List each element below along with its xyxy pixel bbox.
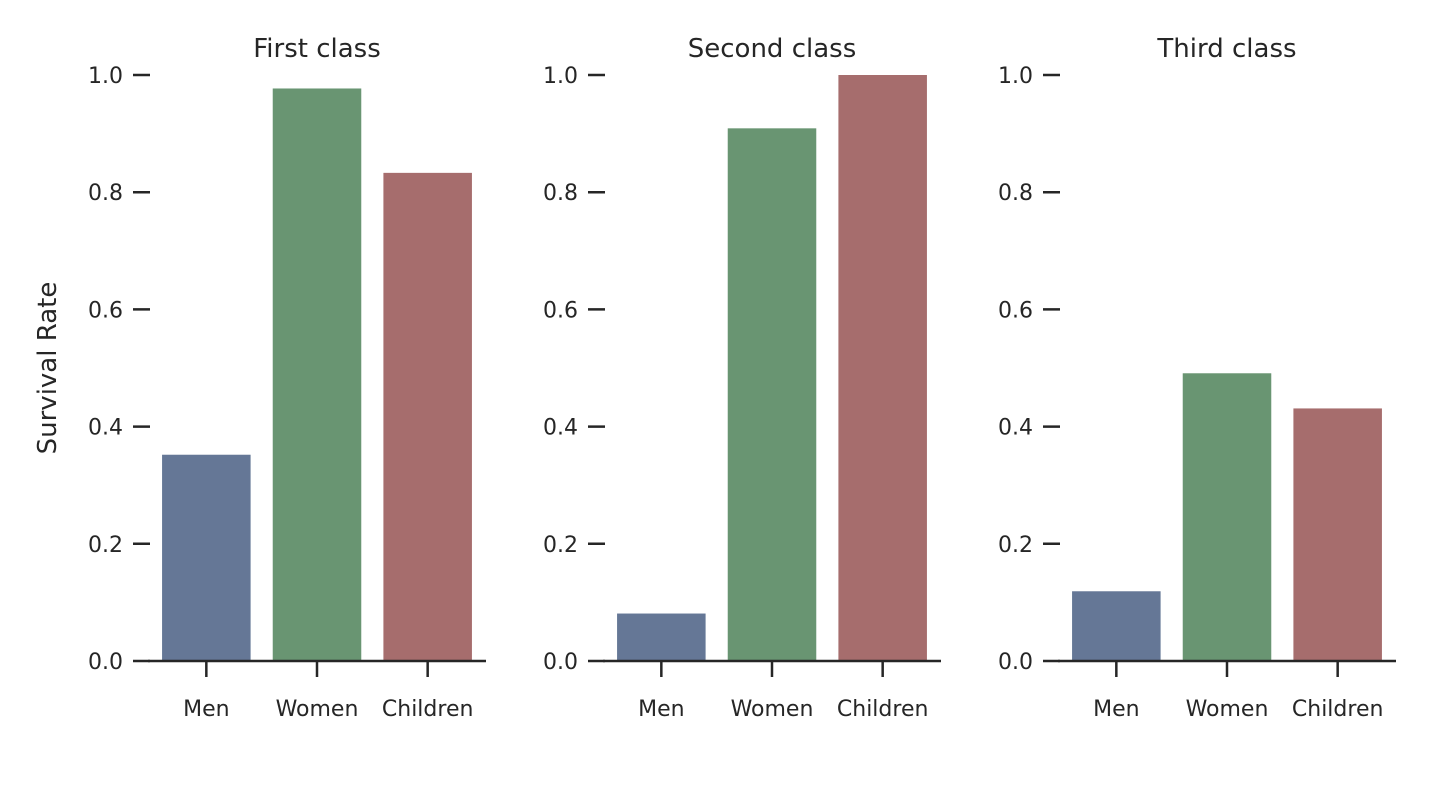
- panel-2-y-tick-label: 0.4: [543, 416, 578, 441]
- panel-2-y-tick-label: 0.8: [543, 181, 578, 206]
- panel-1-title: First class: [253, 34, 381, 64]
- panel-1-bar-children: [383, 172, 472, 661]
- panel-2-x-tick-label-women: Women: [731, 697, 814, 722]
- panel-2-bar-men: [617, 613, 706, 661]
- panel-2-x-tick-label-children: Children: [837, 697, 929, 722]
- panel-1-y-tick-label: 0.4: [88, 416, 123, 441]
- panel-1-x-tick-label-men: Men: [183, 697, 229, 722]
- panel-1-y-tick-label: 0.0: [88, 650, 123, 675]
- panel-2-bar-children: [838, 75, 927, 661]
- panel-3-bar-children: [1293, 408, 1382, 661]
- panel-1-y-tick-label: 1.0: [88, 64, 123, 89]
- panel-2-title: Second class: [688, 34, 857, 64]
- panel-1-y-tick-label: 0.6: [88, 298, 123, 323]
- panel-3-x-tick-label-children: Children: [1292, 697, 1384, 722]
- panel-3-y-tick-label: 1.0: [998, 64, 1033, 89]
- panel-3-x-tick-label-men: Men: [1093, 697, 1139, 722]
- panel-3-bar-women: [1182, 373, 1272, 661]
- panel-3-bar-men: [1072, 591, 1161, 661]
- panel-1-x-tick-label-children: Children: [382, 697, 474, 722]
- panel-1-bar-men: [162, 454, 251, 661]
- panel-1-bar-women: [272, 88, 362, 661]
- panel-1-y-tick-label: 0.8: [88, 181, 123, 206]
- panel-2-bar-women: [727, 128, 817, 662]
- panel-2-x-tick-label-men: Men: [638, 697, 684, 722]
- panel-3-y-tick-label: 0.2: [998, 533, 1033, 558]
- panel-2-y-tick-label: 1.0: [543, 64, 578, 89]
- y-axis-label: Survival Rate: [33, 282, 63, 455]
- panel-3-title: Third class: [1156, 34, 1296, 64]
- panel-1-x-tick-label-women: Women: [276, 697, 359, 722]
- panel-2-y-tick-label: 0.2: [543, 533, 578, 558]
- panel-3-x-tick-label-women: Women: [1186, 697, 1269, 722]
- panel-1-y-tick-label: 0.2: [88, 533, 123, 558]
- panel-3-y-tick-label: 0.0: [998, 650, 1033, 675]
- panel-2-y-tick-label: 0.0: [543, 650, 578, 675]
- panel-2-y-tick-label: 0.6: [543, 298, 578, 323]
- panel-3-y-tick-label: 0.8: [998, 181, 1033, 206]
- panel-3-y-tick-label: 0.4: [998, 416, 1033, 441]
- panel-3-y-tick-label: 0.6: [998, 298, 1033, 323]
